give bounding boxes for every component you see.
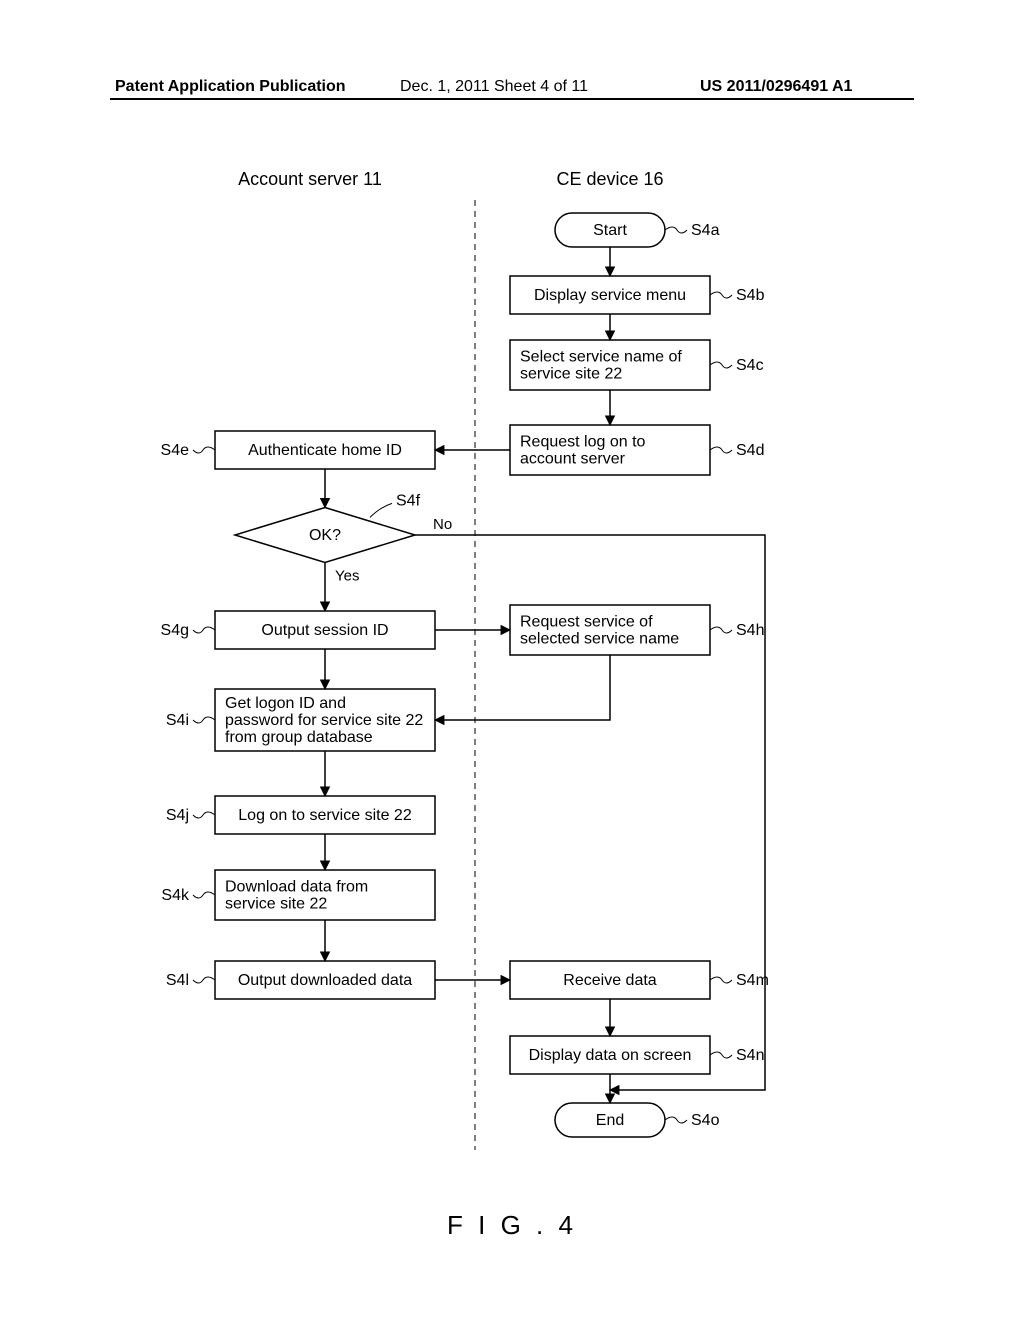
svg-text:service site 22: service site 22 [520, 366, 622, 383]
svg-text:Request service of: Request service of [520, 614, 653, 631]
svg-text:Output downloaded data: Output downloaded data [238, 972, 412, 989]
svg-text:account server: account server [520, 451, 626, 468]
svg-text:Start: Start [593, 222, 627, 239]
figure-caption: F I G . 4 [0, 1210, 1024, 1241]
svg-text:Authenticate home ID: Authenticate home ID [248, 442, 402, 459]
svg-text:S4a: S4a [691, 222, 720, 239]
header-left: Patent Application Publication [115, 78, 346, 96]
svg-text:S4g: S4g [161, 622, 189, 639]
svg-text:password for service site 22: password for service site 22 [225, 712, 423, 729]
svg-text:S4m: S4m [736, 972, 769, 989]
header-right: US 2011/0296491 A1 [700, 78, 852, 96]
flowchart-svg: Account server 11 CE device 16 Start S4a Dis… [110, 160, 910, 1180]
svg-text:End: End [596, 1112, 624, 1129]
svg-text:S4o: S4o [691, 1112, 720, 1129]
svg-text:OK?: OK? [309, 527, 341, 544]
svg-text:S4b: S4b [736, 287, 765, 304]
svg-text:S4n: S4n [736, 1047, 764, 1064]
svg-text:S4e: S4e [161, 442, 190, 459]
svg-text:Get logon ID and: Get logon ID and [225, 695, 346, 712]
svg-text:Yes: Yes [335, 568, 359, 585]
svg-text:S4i: S4i [166, 712, 189, 729]
svg-text:Display service menu: Display service menu [534, 287, 686, 304]
svg-text:Log on to service site 22: Log on to service site 22 [238, 807, 412, 824]
svg-text:CE device 16: CE device 16 [556, 169, 663, 189]
page: Patent Application Publication Dec. 1, 2… [0, 0, 1024, 1320]
svg-text:Download data from: Download data from [225, 879, 368, 896]
svg-text:No: No [433, 516, 452, 533]
svg-text:service site 22: service site 22 [225, 896, 327, 913]
svg-text:from group database: from group database [225, 729, 373, 746]
svg-text:Output session ID: Output session ID [261, 622, 388, 639]
svg-text:Request log on to: Request log on to [520, 434, 646, 451]
svg-text:Select service name of: Select service name of [520, 349, 682, 366]
svg-text:S4h: S4h [736, 622, 764, 639]
svg-text:S4j: S4j [166, 807, 189, 824]
svg-text:S4c: S4c [736, 357, 764, 374]
svg-text:S4k: S4k [161, 887, 190, 904]
svg-text:S4l: S4l [166, 972, 189, 989]
svg-text:S4d: S4d [736, 442, 764, 459]
svg-text:Account server 11: Account server 11 [238, 169, 382, 189]
svg-text:Display data on screen: Display data on screen [529, 1047, 692, 1064]
svg-text:S4f: S4f [396, 492, 421, 509]
header-rule [110, 98, 914, 100]
header-center: Dec. 1, 2011 Sheet 4 of 11 [400, 78, 588, 96]
svg-text:Receive data: Receive data [563, 972, 656, 989]
svg-text:selected service name: selected service name [520, 631, 679, 648]
